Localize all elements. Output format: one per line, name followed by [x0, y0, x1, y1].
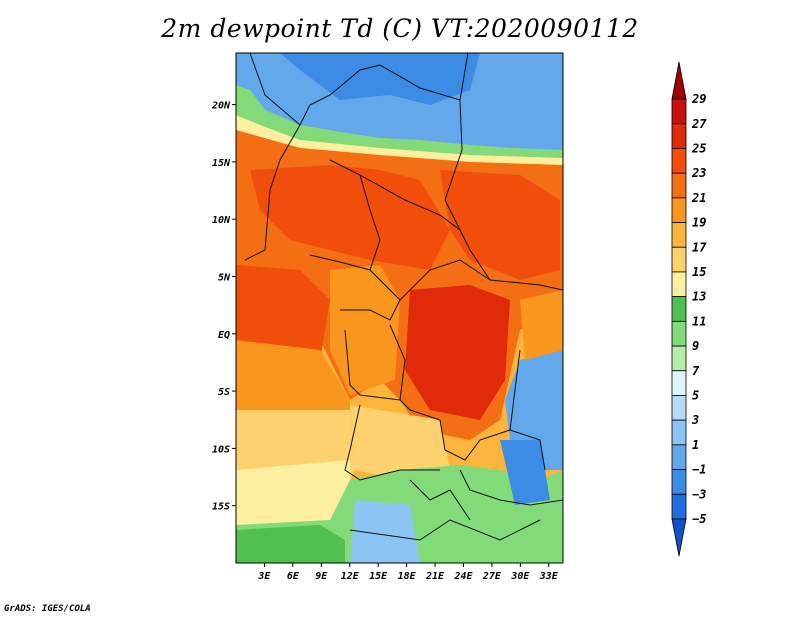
lat-tick-label: 10N	[212, 215, 231, 226]
lon-tick-label: 33E	[539, 571, 559, 582]
colorbar-swatch	[671, 419, 687, 446]
colorbar-bottom-arrow	[671, 518, 687, 557]
nigeria-humid-core	[250, 165, 450, 270]
colorbar-swatch	[671, 148, 687, 174]
sudan-humid-core	[440, 170, 560, 280]
sahara-very-dry-zone	[280, 53, 480, 105]
colorbar-label: 25	[691, 141, 706, 155]
map-title: 2m dewpoint Td (C) VT:2020090112	[161, 14, 639, 43]
southern-africa-dark-green	[236, 525, 345, 563]
congo-humid-core	[405, 285, 510, 420]
map-frame	[235, 52, 564, 564]
lon-tick-label: 30E	[510, 571, 530, 582]
longitude-axis: 3E 6E 9E 12E 15E 18E 21E 24E 27E 30E 33E	[257, 563, 559, 582]
colorbar-label: 27	[691, 117, 707, 131]
lon-tick-label: 12E	[341, 571, 360, 582]
colorbar-label: 23	[691, 166, 706, 180]
colorbar-swatch	[671, 444, 687, 470]
colorbar-swatch	[671, 493, 687, 520]
colorbar-label: 13	[692, 290, 706, 304]
tanzania-dry-pocket	[500, 440, 550, 505]
colorbar-swatch	[671, 395, 687, 421]
colorbar-label: 15	[692, 265, 706, 279]
colorbar-label: 11	[692, 314, 706, 328]
colorbar-label: 7	[692, 364, 700, 378]
colorbar-label: 3	[691, 413, 699, 427]
colorbar-label: 17	[692, 240, 707, 254]
lon-tick-label: 6E	[287, 571, 300, 582]
colorbar-swatch	[671, 469, 687, 495]
sahel-pale-band	[236, 115, 563, 165]
lat-tick-label: 15S	[212, 502, 230, 513]
colorbar-label: 21	[691, 191, 706, 205]
lat-tick-label: 5N	[218, 272, 231, 283]
colorbar-swatch	[671, 172, 687, 199]
lat-tick-label: 20N	[211, 101, 231, 112]
colorbar-swatch	[671, 320, 687, 347]
colorbar-swatch	[671, 123, 687, 149]
colorbar-swatch	[671, 271, 687, 298]
colorbar-top-arrow	[671, 61, 687, 100]
east-africa-moist-strip	[520, 290, 563, 360]
lat-tick-label: EQ	[218, 330, 230, 341]
country-borders	[244, 53, 563, 541]
lat-tick-label: 15N	[212, 158, 231, 169]
colorbar-label: 19	[692, 216, 706, 230]
colorbar-label: −1	[692, 463, 706, 477]
colorbar-swatch	[671, 246, 687, 273]
colorbar-swatch	[671, 345, 687, 372]
colorbar-swatch	[671, 222, 687, 248]
colorbar-swatch	[671, 197, 687, 223]
lat-tick-label: 10S	[212, 444, 230, 455]
colorbar-swatch	[671, 98, 687, 125]
colorbar-label: 5	[692, 388, 699, 402]
lon-tick-label: 9E	[315, 571, 328, 582]
lon-tick-label: 18E	[398, 571, 417, 582]
zambia-dry-blue	[350, 500, 420, 563]
lon-tick-label: 15E	[369, 571, 388, 582]
angola-coast-pale	[236, 460, 350, 530]
lon-tick-label: 24E	[453, 571, 473, 582]
colorbar-label: 29	[691, 92, 706, 106]
lon-tick-label: 3E	[257, 571, 271, 582]
colorbar-swatch	[671, 296, 687, 322]
angola-plateau	[350, 405, 450, 480]
sahel-green-band	[236, 85, 563, 158]
lon-tick-label: 27E	[482, 571, 502, 582]
colorbar: 29 27 25 23 21 19 17 15 13 11 9 7 5 3 1 −1 −3 −5	[671, 61, 707, 557]
colorbar-label: 9	[692, 339, 699, 353]
colorbar-swatch	[671, 370, 687, 396]
colorbar-label: 1	[692, 438, 699, 452]
latitude-axis: 20N 15N 10N 5N EQ 5S 10S 15S	[211, 101, 236, 513]
colorbar-label: −5	[692, 512, 706, 526]
grads-credit: GrADS: IGES/COLA	[4, 604, 91, 614]
colorbar-label: −3	[692, 487, 706, 501]
lat-tick-label: 5S	[218, 387, 230, 398]
lon-tick-label: 21E	[425, 571, 445, 582]
